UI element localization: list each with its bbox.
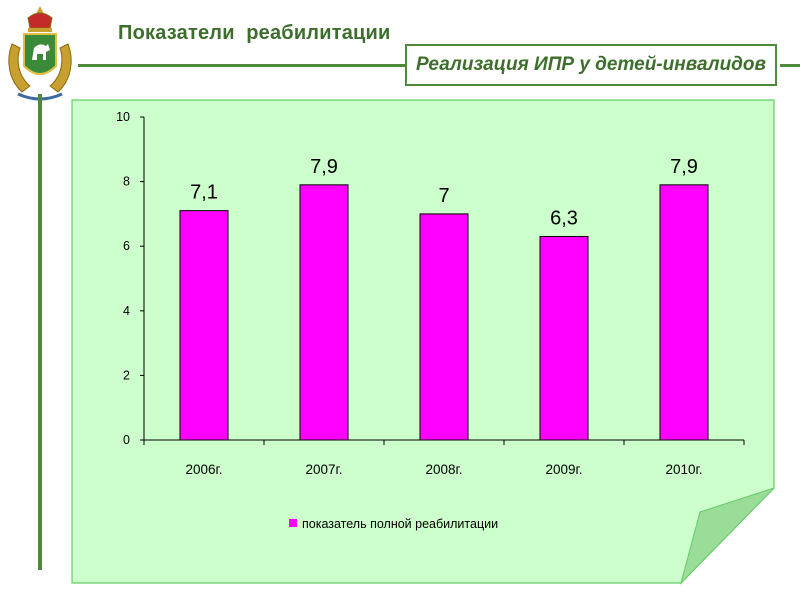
- note-fold: [680, 487, 775, 585]
- y-tick-label: 10: [116, 110, 130, 124]
- bar: [419, 213, 469, 441]
- legend-label: показатель полной реабилитации: [302, 517, 498, 531]
- bar: [539, 236, 589, 441]
- coat-of-arms-icon: [8, 6, 72, 101]
- decor-horizontal-line-right: [780, 64, 800, 67]
- data-label: 7,1: [190, 182, 218, 204]
- x-tick-label: 2007г.: [305, 462, 342, 477]
- subtitle-box: Реализация ИПР у детей-инвалидов: [405, 44, 777, 86]
- decor-vertical-line: [38, 94, 42, 570]
- x-tick-label: 2009г.: [545, 462, 582, 477]
- page-title: Показатели реабилитации: [118, 22, 391, 44]
- y-tick-label: 4: [123, 304, 130, 318]
- data-label: 7,9: [670, 156, 698, 178]
- legend-swatch: [289, 519, 297, 527]
- bar: [659, 184, 709, 441]
- data-label: 7,9: [310, 156, 338, 178]
- bar: [179, 210, 229, 441]
- y-tick-label: 8: [123, 175, 130, 189]
- y-tick-label: 2: [123, 368, 130, 382]
- x-tick-label: 2010г.: [665, 462, 702, 477]
- bar: [299, 184, 349, 441]
- decor-horizontal-line: [78, 64, 406, 67]
- chart: 0 2 4 6 8 10 7,1 2006г. 7,9 2007г. 7 2008г. 6,3 2009г…: [71, 99, 775, 585]
- data-label: 7: [438, 185, 449, 207]
- x-tick-label: 2008г.: [425, 462, 462, 477]
- x-tick-label: 2006г.: [185, 462, 222, 477]
- y-tick-label: 6: [123, 239, 130, 253]
- subtitle-text: Реализация ИПР у детей-инвалидов: [416, 54, 766, 75]
- y-tick-label: 0: [123, 433, 130, 447]
- data-label: 6,3: [550, 208, 578, 230]
